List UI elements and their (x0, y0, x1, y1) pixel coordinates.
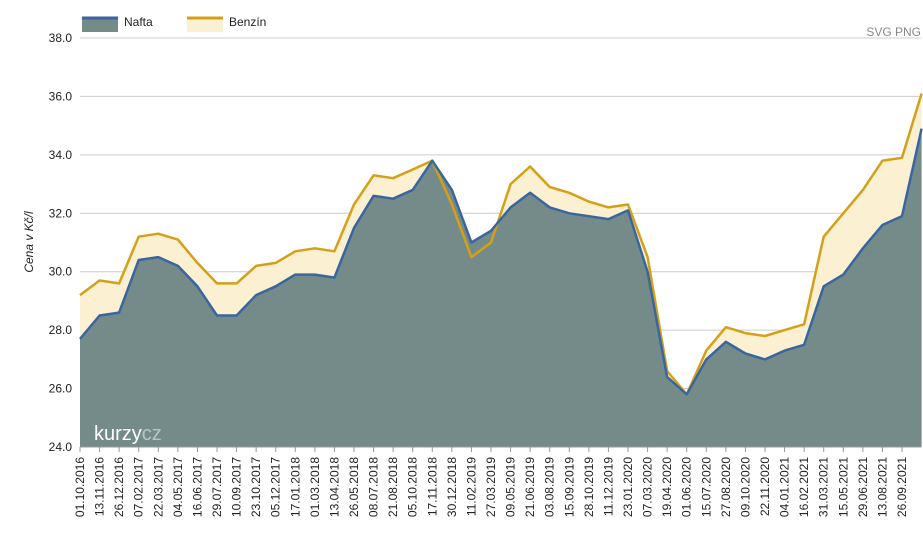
x-tick-label: 27.03.2019 (484, 457, 498, 517)
x-tick-label: 01.06.2020 (680, 457, 694, 517)
x-tick-label: 04.01.2021 (778, 457, 792, 517)
x-tick-label: 01.03.2018 (308, 457, 322, 517)
series-line (79, 128, 923, 396)
x-tick-label: 16.06.2017 (190, 457, 204, 517)
y-tick-label: 28.0 (49, 323, 73, 337)
x-tick-label: 04.05.2017 (171, 457, 185, 517)
y-tick-label: 30.0 (49, 265, 73, 279)
x-tick-label: 17.01.2018 (288, 457, 302, 517)
x-tick-label: 13.04.2018 (327, 457, 341, 517)
x-tick-label: 09.05.2019 (504, 457, 518, 517)
x-tick-label: 10.09.2017 (230, 457, 244, 517)
y-tick-label: 34.0 (49, 148, 73, 162)
x-tick-label: 19.04.2020 (660, 457, 674, 517)
watermark: kurzycz (94, 423, 162, 445)
x-tick-label: 21.08.2018 (386, 457, 400, 517)
y-tick-label: 32.0 (49, 206, 73, 220)
legend-label: Nafta (124, 15, 153, 29)
x-tick-label: 03.08.2019 (543, 457, 557, 517)
x-tick-label: 05.12.2017 (269, 457, 283, 517)
x-tick-label: 13.08.2021 (875, 457, 889, 517)
x-tick-label: 22.03.2017 (151, 457, 165, 517)
x-tick-label: 23.01.2020 (621, 457, 635, 517)
x-tick-label: 26.05.2018 (347, 457, 361, 517)
x-tick-label: 09.10.2020 (738, 457, 752, 517)
y-tick-label: 26.0 (49, 382, 73, 396)
watermark-part: kurzy (94, 423, 142, 445)
export-links[interactable]: SVG PNG (866, 25, 921, 39)
legend-label: Benzín (229, 15, 266, 29)
series-area (80, 128, 922, 447)
x-tick-label: 16.02.2021 (797, 457, 811, 517)
y-tick-label: 36.0 (49, 89, 73, 103)
x-tick-label: 15.09.2019 (562, 457, 576, 517)
x-tick-label: 26.09.2021 (895, 457, 909, 517)
legend-swatch (187, 18, 223, 32)
legend-swatch (82, 18, 118, 32)
x-tick-label: 13.11.2016 (93, 457, 107, 516)
series-line (79, 93, 923, 396)
x-tick-label: 22.11.2020 (758, 457, 772, 516)
y-tick-label: 38.0 (49, 31, 73, 45)
x-tick-label: 29.06.2021 (856, 457, 870, 517)
x-tick-label: 15.05.2021 (836, 457, 850, 517)
x-tick-label: 05.10.2018 (406, 457, 420, 517)
x-tick-label: 23.10.2017 (249, 457, 263, 517)
x-tick-label: 11.12.2019 (601, 457, 615, 516)
x-tick-label: 29.07.2017 (210, 457, 224, 517)
x-tick-label: 31.03.2021 (817, 457, 831, 517)
x-tick-label: 15.07.2020 (699, 457, 713, 517)
x-tick-label: 08.07.2018 (367, 457, 381, 517)
y-tick-label: 24.0 (49, 440, 73, 454)
x-tick-label: 11.02.2019 (464, 457, 478, 516)
x-tick-label: 07.02.2017 (132, 457, 146, 517)
x-tick-label: 30.12.2018 (445, 457, 459, 517)
x-tick-label: 21.06.2019 (523, 457, 537, 517)
watermark-part: cz (142, 423, 162, 445)
x-tick-label: 28.10.2019 (582, 457, 596, 517)
x-tick-label: 17.11.2018 (425, 457, 439, 516)
x-tick-label: 26.12.2016 (112, 457, 126, 517)
y-axis-label: Cena v Kč/l (22, 211, 36, 273)
x-tick-label: 01.10.2016 (73, 457, 87, 517)
x-tick-label: 27.08.2020 (719, 457, 733, 517)
x-tick-label: 07.03.2020 (641, 457, 655, 517)
